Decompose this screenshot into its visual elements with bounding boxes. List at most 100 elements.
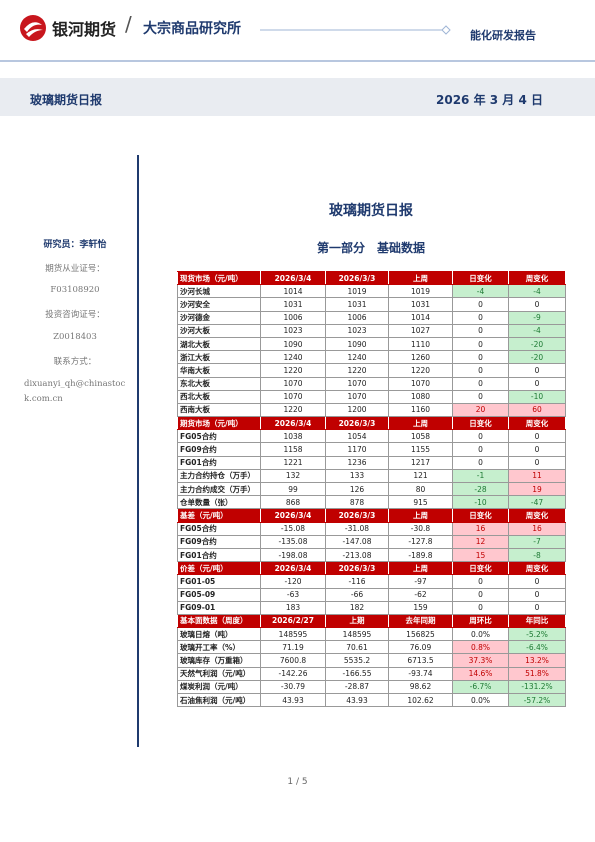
header-cell: 上周	[388, 561, 453, 576]
value-cell: 1240	[325, 350, 389, 365]
header-cell: 期货市场（元/吨）	[177, 416, 261, 431]
value-cell: 1236	[325, 455, 389, 470]
header-line	[260, 25, 451, 35]
row-label: FG09合约	[177, 534, 261, 549]
value-cell: -66	[325, 587, 389, 602]
value-cell: 12	[452, 534, 509, 549]
value-cell: 1220	[325, 363, 389, 378]
value-cell: 0	[452, 587, 509, 602]
value-cell: 1014	[388, 310, 453, 325]
value-cell: 1070	[388, 376, 453, 391]
header-cell: 现货市场（元/吨）	[177, 270, 261, 286]
row-label: 浙江大板	[177, 350, 261, 365]
header-cell: 2026/3/4	[260, 561, 326, 576]
section-title: 第一部分 基础数据	[316, 241, 425, 255]
page-number: 1 / 5	[287, 777, 308, 787]
value-cell: -166.55	[325, 666, 389, 681]
value-cell: -28.87	[325, 679, 389, 695]
value-cell: 0	[508, 376, 566, 391]
value-cell: -4	[508, 323, 566, 338]
table-row: 湖北大板 1090 1090 1110 0 -20	[177, 336, 566, 352]
header-cell: 周变化	[508, 270, 566, 286]
row-label: FG05合约	[177, 521, 261, 536]
value-cell: 1260	[388, 350, 453, 365]
contact-label: 联系方式：	[53, 357, 97, 367]
value-cell: 183	[260, 600, 326, 615]
value-cell: 1200	[325, 402, 389, 418]
value-cell: -127.8	[388, 534, 453, 549]
table-row: 煤炭利润（元/吨） -30.79 -28.87 98.62 -6.7% -131.2%	[177, 679, 566, 695]
row-label: 沙河大板	[177, 323, 261, 338]
value-cell: -30.8	[388, 521, 453, 536]
value-cell: 7600.8	[260, 653, 326, 668]
value-cell: 0	[508, 574, 566, 589]
value-cell: -20	[508, 336, 566, 352]
value-cell: 37.3%	[452, 653, 509, 668]
value-cell: -1	[452, 468, 509, 484]
row-label: FG09合约	[177, 442, 261, 457]
value-cell: 99	[260, 481, 326, 497]
row-label: 主力合约成交（万手）	[177, 481, 261, 497]
value-cell: 0	[452, 363, 509, 378]
row-label: 煤炭利润（元/吨）	[177, 679, 261, 695]
value-cell: 71.19	[260, 640, 326, 655]
value-cell: -28	[452, 481, 509, 497]
row-label: 东北大板	[177, 376, 261, 391]
value-cell: 0	[508, 587, 566, 602]
table-row: 沙河长城 1014 1019 1019 -4 -4	[177, 284, 566, 299]
value-cell: 133	[325, 468, 389, 484]
value-cell: 14.6%	[452, 666, 509, 681]
main-title: 玻璃期货日报	[329, 203, 413, 219]
row-label: 玻璃开工率（%）	[177, 640, 261, 655]
header-cell: 日变化	[452, 416, 509, 431]
value-cell: 0	[508, 600, 566, 615]
value-cell: 1170	[325, 442, 389, 457]
value-cell: 15	[452, 547, 509, 563]
value-cell: 159	[388, 600, 453, 615]
value-cell: 156825	[388, 627, 453, 642]
value-cell: 43.93	[325, 692, 389, 708]
value-cell: 11	[508, 468, 566, 484]
license-label: 期货从业证号：	[45, 264, 105, 274]
value-cell: 19	[508, 481, 566, 497]
header-cell: 上周	[388, 270, 453, 286]
value-cell: -10	[452, 495, 509, 510]
table-row: 浙江大板 1240 1240 1260 0 -20	[177, 350, 566, 365]
table-row: FG05-09 -63 -66 -62 0 0	[177, 587, 566, 602]
header-cell: 上周	[388, 416, 453, 431]
section-header: 期货市场（元/吨） 2026/3/4 2026/3/3 上周 日变化 周变化	[177, 416, 566, 431]
value-cell: 132	[260, 468, 326, 484]
section-header: 基差（元/吨） 2026/3/4 2026/3/3 上周 日变化 周变化	[177, 508, 566, 523]
value-cell: 20	[452, 402, 509, 418]
table-row: 仓单数量（张） 868 878 915 -10 -47	[177, 495, 566, 510]
row-label: 湖北大板	[177, 336, 261, 352]
value-cell: 0.0%	[452, 692, 509, 708]
value-cell: 121	[388, 468, 453, 484]
header-cell: 周变化	[508, 508, 566, 523]
value-cell: -15.08	[260, 521, 326, 536]
header-cell: 日变化	[452, 270, 509, 286]
sidebar-rule	[137, 155, 139, 747]
value-cell: 1054	[325, 429, 389, 444]
table-row: 沙河安全 1031 1031 1031 0 0	[177, 297, 566, 312]
header-cell: 年同比	[508, 613, 566, 629]
row-label: 石油焦利润（元/吨）	[177, 692, 261, 708]
value-cell: 0	[452, 376, 509, 391]
header-cell: 去年同期	[388, 613, 453, 629]
email: dixuanyi_qh@chinastock.com.cn	[24, 379, 126, 404]
table-row: FG01合约 -198.08 -213.08 -189.8 15 -8	[177, 547, 566, 563]
value-cell: 0	[452, 336, 509, 352]
value-cell: -9	[508, 310, 566, 325]
value-cell: 878	[325, 495, 389, 510]
value-cell: 0.0%	[452, 627, 509, 642]
value-cell: 16	[452, 521, 509, 536]
table-row: 主力合约成交（万手） 99 126 80 -28 19	[177, 481, 566, 497]
row-label: FG01合约	[177, 547, 261, 563]
value-cell: 0	[508, 363, 566, 378]
header-cell: 日变化	[452, 561, 509, 576]
header-cell: 基差（元/吨）	[177, 508, 261, 523]
value-cell: -97	[388, 574, 453, 589]
value-cell: 0	[452, 350, 509, 365]
table-row: 沙河大板 1023 1023 1027 0 -4	[177, 323, 566, 338]
